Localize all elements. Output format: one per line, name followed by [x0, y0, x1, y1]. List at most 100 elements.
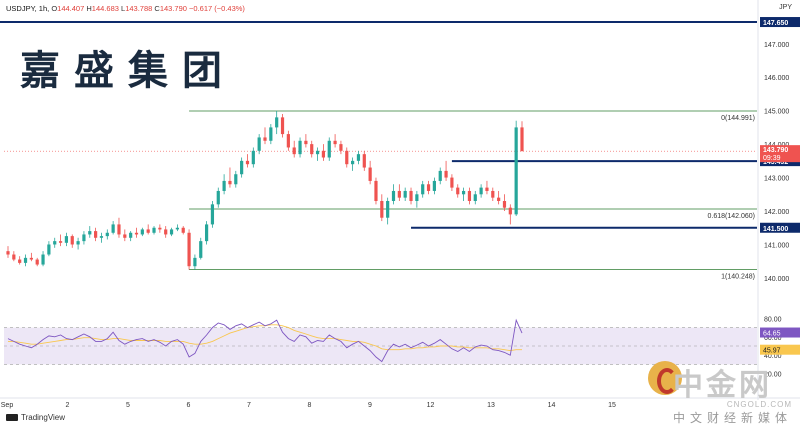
price-tick-label: 147.000 [764, 42, 789, 49]
candle-body [152, 227, 156, 233]
candle-body [12, 254, 16, 260]
time-tick-label: Sep [1, 402, 14, 409]
open-label: O [51, 4, 58, 13]
candle-body [292, 147, 296, 155]
candle-body [164, 229, 168, 235]
candle-body [432, 180, 436, 191]
candle-body [321, 150, 326, 158]
candle-body [88, 231, 92, 235]
candle-body [315, 150, 320, 155]
candle-body [351, 160, 355, 165]
rsi-tick-label: 60.00 [764, 335, 782, 342]
candle-body [111, 224, 115, 233]
candle-body [94, 231, 98, 238]
tradingview-logo[interactable]: TradingView [6, 413, 65, 422]
time-tick-label: 15 [608, 402, 616, 409]
candle-body [438, 170, 442, 181]
candle-body [497, 197, 501, 201]
candle-body [356, 154, 361, 161]
watermark-sub: 中文财经新媒体 [672, 411, 792, 425]
candle-body [473, 194, 477, 201]
tradingview-icon [6, 414, 18, 421]
watermark-en: CNGOLD.COM [726, 400, 792, 409]
price-tick-label: 143.000 [764, 176, 789, 183]
candle-body [193, 257, 197, 267]
rsi-value-tag [760, 327, 800, 338]
candle-body [158, 227, 162, 230]
countdown-text: 09:39 [763, 155, 781, 162]
level-price-tag [760, 222, 800, 233]
candle-body [6, 251, 10, 255]
fib-label: 1(140.248) [721, 274, 755, 281]
time-tick-label: 5 [126, 402, 130, 409]
candle-body [175, 227, 179, 230]
cngold-logo-icon [648, 361, 682, 395]
time-tick-label: 2 [66, 402, 70, 409]
currency-label: JPY [779, 4, 792, 11]
candle-body [421, 184, 425, 195]
fib-label: 0(144.991) [721, 115, 755, 122]
candle-body [374, 180, 378, 201]
tradingview-label: TradingView [21, 413, 66, 422]
fib-label: 0.618(142.060) [708, 213, 755, 220]
candle-body [76, 241, 80, 245]
level-price-tag [760, 17, 800, 28]
rsi-ma-value-text: 45.97 [763, 348, 781, 355]
price-tick-label: 142.000 [764, 209, 789, 216]
candle-body [450, 177, 454, 188]
time-tick-label: 13 [487, 402, 495, 409]
candle-body [41, 254, 45, 265]
time-tick-label: 6 [187, 402, 191, 409]
candle-body [304, 140, 308, 145]
watermark-cn: 中金网 [672, 368, 772, 403]
rsi-line [7, 318, 523, 363]
candle-body [467, 190, 472, 201]
time-tick-label: 7 [247, 402, 251, 409]
candle-body [485, 187, 489, 191]
candle-body [129, 232, 133, 238]
time-tick-label: 12 [427, 402, 435, 409]
candle-body [502, 200, 507, 208]
candle-body [216, 190, 220, 205]
candle-body [257, 137, 261, 151]
candle-body [491, 190, 495, 198]
candle-body [327, 140, 331, 158]
candle-body [58, 241, 63, 243]
time-tick-label: 9 [368, 402, 372, 409]
candle-body [187, 232, 191, 267]
candle-body [29, 257, 33, 260]
candle-body [140, 229, 144, 235]
candle-body [368, 167, 372, 181]
time-tick-label: 14 [548, 402, 556, 409]
candle-body [263, 137, 267, 141]
candle-body [228, 180, 232, 185]
candle-body [280, 117, 285, 135]
close-label: C [154, 4, 160, 13]
time-tick-label: 8 [308, 402, 312, 409]
candle-body [204, 224, 209, 242]
candle-body [345, 150, 349, 165]
candle-body [520, 127, 524, 152]
rsi-value-text: 64.65 [763, 331, 781, 338]
candle-body [444, 170, 448, 178]
candle-body [380, 200, 384, 218]
symbol-label: USDJPY, 1h, [6, 4, 50, 13]
candle-body [35, 259, 39, 265]
candle-body [269, 127, 273, 141]
candle-body [134, 232, 139, 235]
low-value: 143.788 [125, 4, 153, 13]
level-price-text: 147.650 [763, 20, 788, 27]
candle-body [397, 190, 401, 198]
candle-body [508, 207, 512, 215]
watermark: 中金网 CNGOLD.COM 中文财经新媒体 [673, 360, 792, 426]
candle-body [64, 236, 69, 243]
rsi-tick-label: 40.00 [764, 353, 782, 360]
high-label: H [86, 4, 92, 13]
candle-body [479, 187, 483, 195]
candle-body [146, 229, 150, 233]
candle-body [245, 160, 250, 165]
change-value: −0.617 (−0.43%) [189, 4, 245, 13]
price-tick-label: 140.000 [764, 276, 789, 283]
